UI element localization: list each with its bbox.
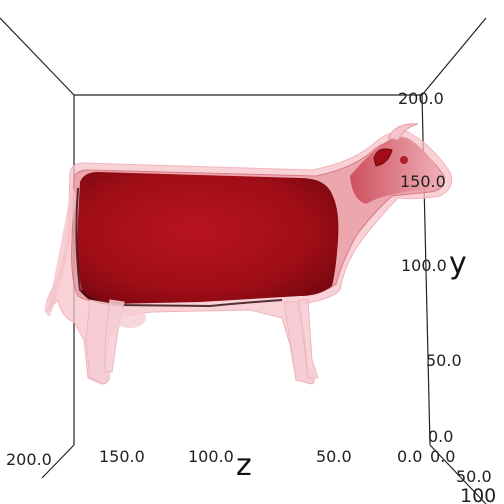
x-axis: 0.0 50.0 100 bbox=[430, 447, 496, 504]
z-tick-label: 50.0 bbox=[316, 447, 352, 466]
cow-head bbox=[350, 136, 444, 204]
y-axis-title: y bbox=[449, 246, 467, 281]
cow-tail bbox=[46, 184, 76, 316]
cow-horn bbox=[387, 123, 419, 141]
y-tick-label: 200.0 bbox=[398, 89, 444, 108]
z-tick-label: 0.0 bbox=[397, 447, 422, 466]
y-tick-label: 150.0 bbox=[400, 172, 446, 191]
front-leg-far bbox=[297, 299, 319, 379]
cow-body-edge bbox=[75, 187, 283, 308]
z-tick-label: 100.0 bbox=[188, 447, 234, 466]
cow-volume-render bbox=[45, 123, 453, 385]
x-tick-label: 50.0 bbox=[456, 467, 492, 486]
x-tick-label: 100 bbox=[460, 485, 496, 504]
cow-ear bbox=[373, 148, 393, 167]
y-tick-label: 100.0 bbox=[401, 256, 447, 275]
z-axis-title: z bbox=[236, 448, 252, 483]
y-tick-label: 0.0 bbox=[428, 427, 453, 446]
y-tick-label: 50.0 bbox=[426, 351, 462, 370]
frame-edge-bottom-right bbox=[429, 444, 487, 504]
cow-body-core bbox=[77, 172, 339, 304]
y-axis: 200.0 150.0 100.0 y 50.0 0.0 bbox=[398, 89, 467, 446]
z-axis: 200.0 150.0 100.0 z 50.0 0.0 bbox=[6, 447, 422, 483]
z-tick-label: 150.0 bbox=[99, 447, 145, 466]
x-tick-label: 0.0 bbox=[430, 447, 455, 466]
z-tick-label: 200.0 bbox=[6, 450, 52, 469]
frame-edge-bottom-left bbox=[41, 444, 75, 479]
frame-edge-top-left bbox=[0, 17, 75, 96]
cow-udder bbox=[114, 308, 146, 328]
frame-edge-top-right bbox=[421, 17, 487, 96]
cow-eye bbox=[400, 156, 408, 164]
